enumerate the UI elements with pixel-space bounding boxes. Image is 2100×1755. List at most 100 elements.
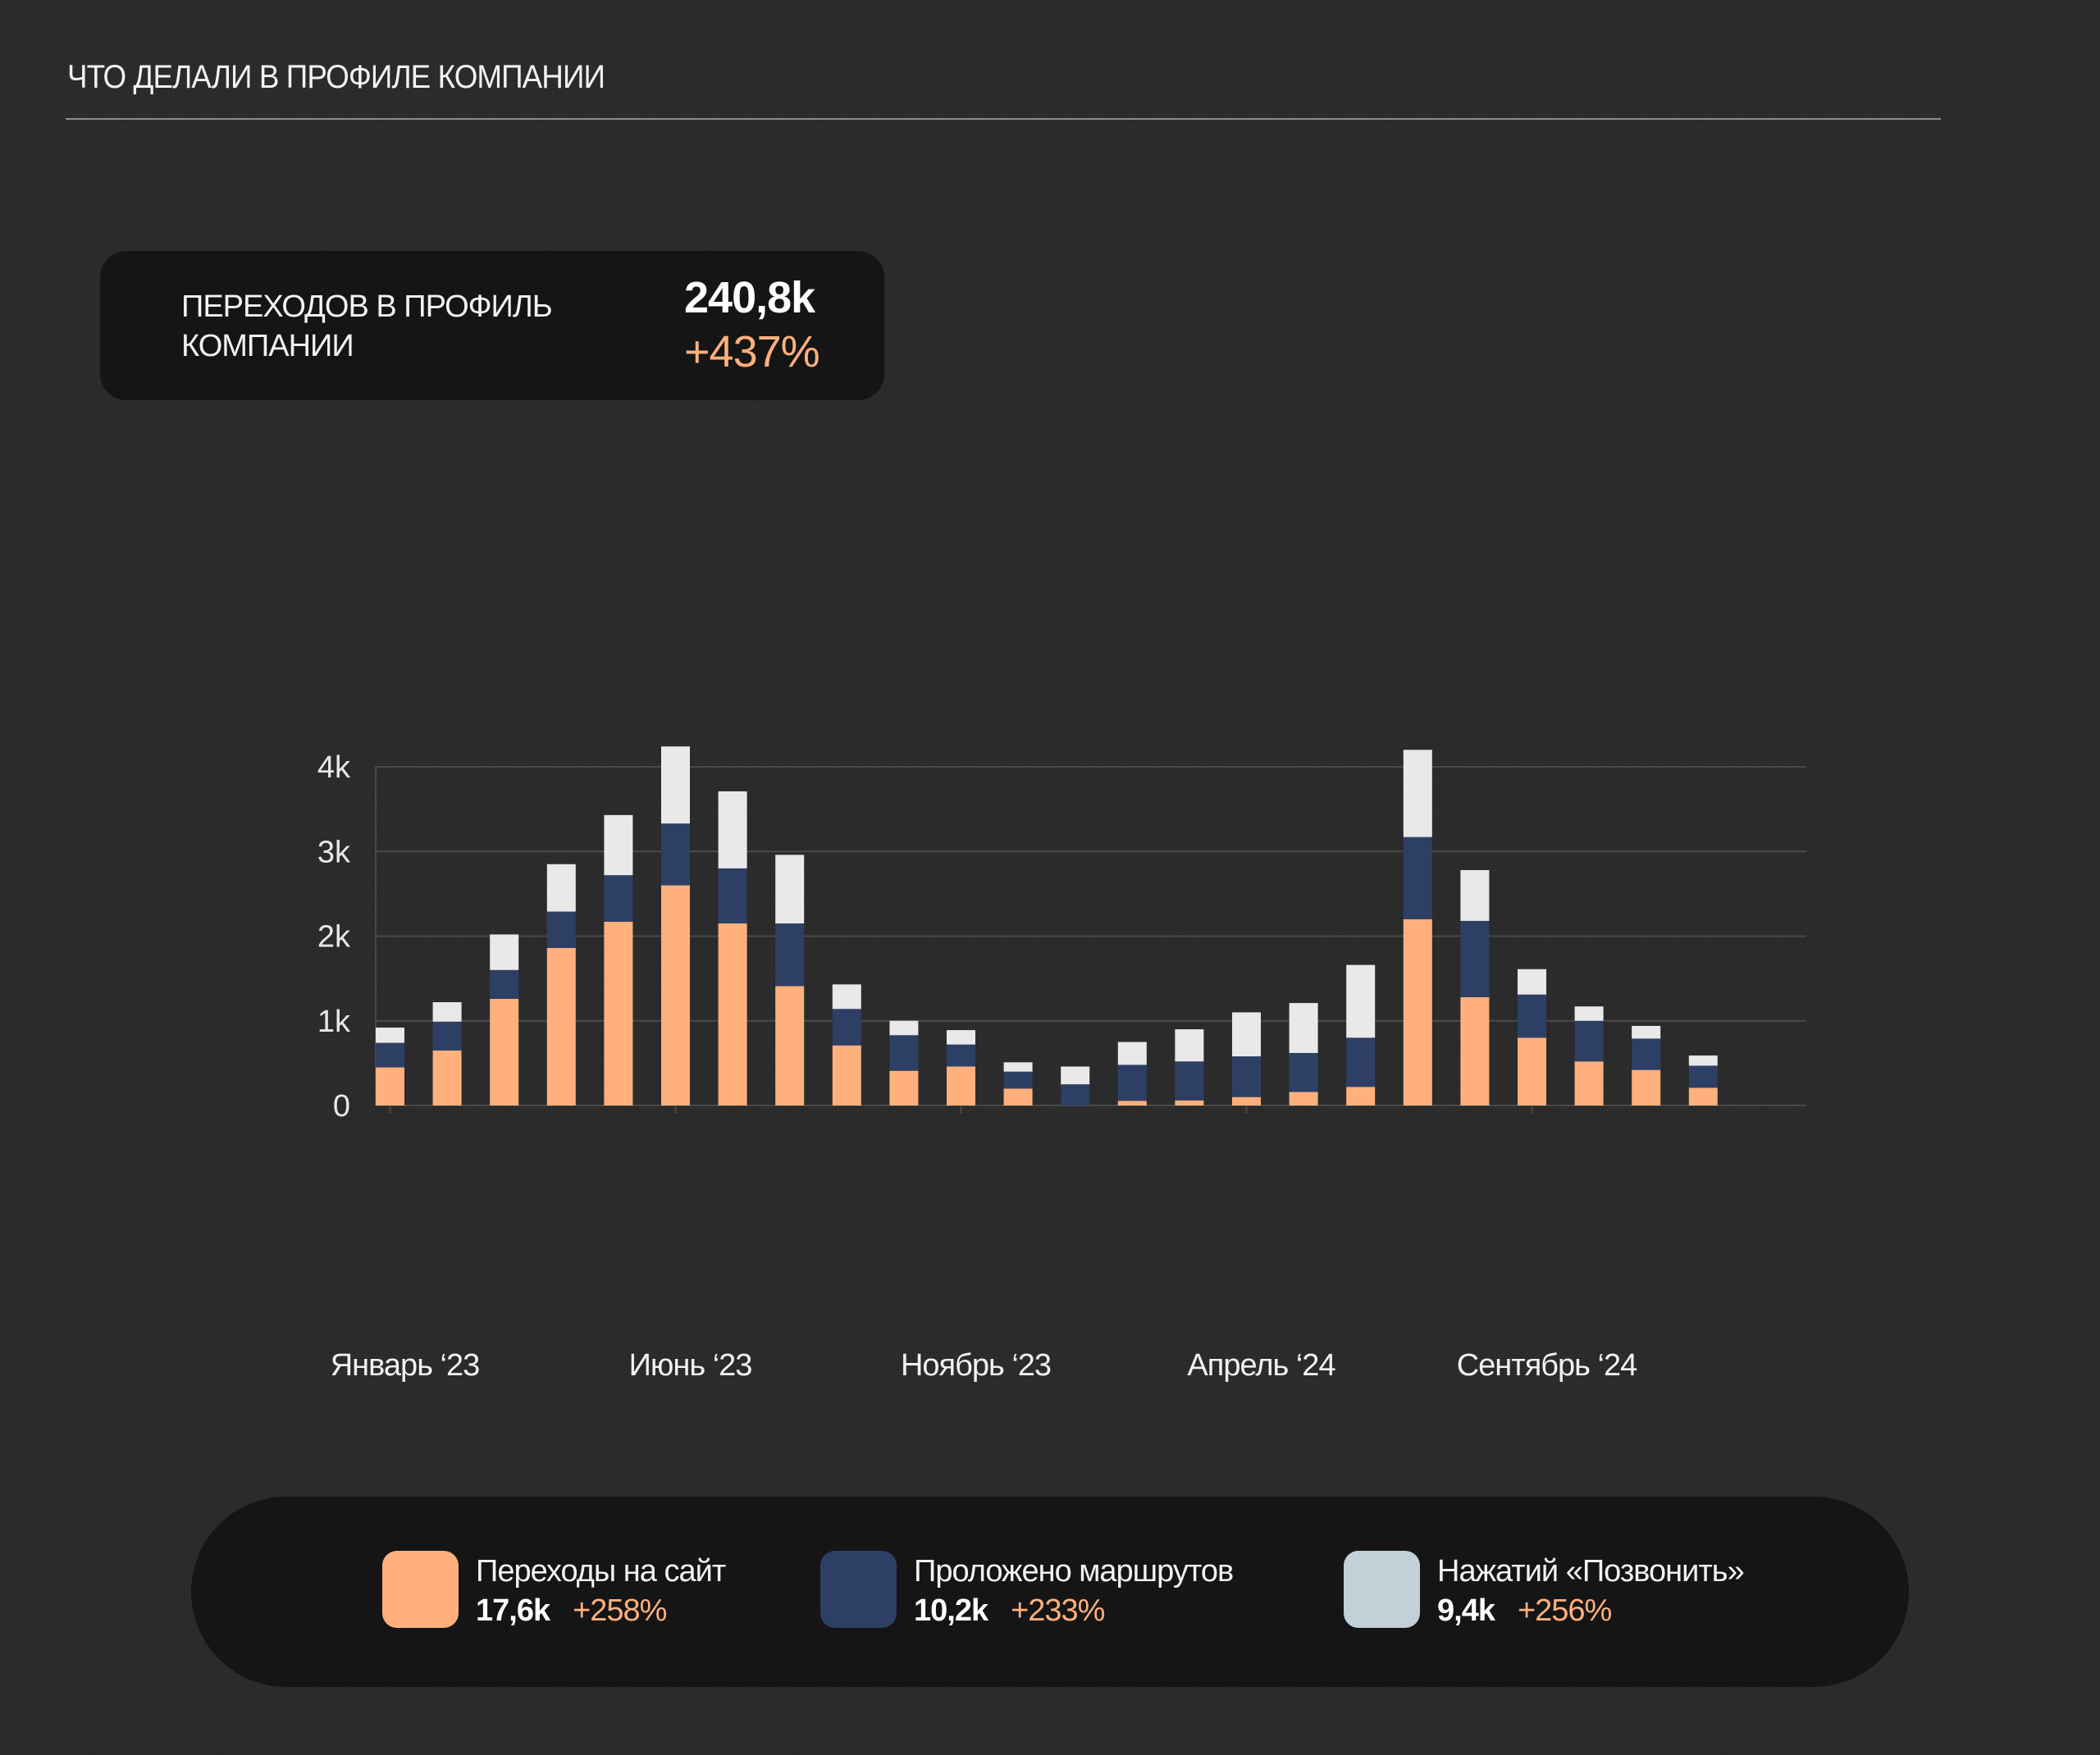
bar-segment-site-visits: [1232, 1096, 1261, 1105]
bar-segment-routes: [889, 1035, 919, 1071]
bar-segment-site-visits: [1632, 1069, 1661, 1105]
bar-segment-routes: [1003, 1071, 1033, 1089]
legend-total-value: 9,4k: [1437, 1593, 1495, 1628]
summary-value: 240,8k: [684, 273, 815, 322]
bar-segment-calls: [1289, 1003, 1318, 1053]
bar-segment-calls: [1175, 1029, 1204, 1062]
bar-stack: [1232, 1012, 1261, 1105]
bar-segment-routes: [1289, 1052, 1318, 1092]
y-tick-label: 0: [333, 1089, 350, 1124]
x-tick-label: Январь ‘23: [331, 1348, 480, 1383]
x-tick-label: Ноябрь ‘23: [901, 1348, 1051, 1383]
bar-segment-site-visits: [490, 998, 519, 1105]
y-axis-ticks: 0 1k 2k 3k 4k: [317, 750, 351, 1124]
bar-segment-calls: [1518, 969, 1546, 995]
bar-segment-calls: [1346, 964, 1376, 1038]
chart-legend: Переходы на сайт 17,6k +258% Проложено ма…: [191, 1497, 1909, 1687]
bar-segment-site-visits: [1289, 1092, 1318, 1105]
bar-segment-calls: [718, 791, 747, 868]
legend-total: 9,4k +256%: [1437, 1593, 1612, 1629]
legend-total-value: 10,2k: [914, 1593, 988, 1628]
bar-segment-routes: [1346, 1037, 1376, 1087]
stacked-bar-chart: 0 1k 2k 3k 4k Январь ‘23 Июнь ‘23 Ноябрь ‘23 Ап…: [317, 746, 1806, 1383]
bar-segment-calls: [490, 934, 519, 970]
bar-segment-routes: [1460, 920, 1490, 997]
bar-stack: [1003, 1062, 1033, 1105]
bar-segment-calls: [376, 1028, 404, 1043]
bar-stack: [1518, 969, 1546, 1105]
bar-segment-routes: [432, 1021, 462, 1051]
bar-segment-calls: [1232, 1012, 1261, 1057]
bar-segment-calls: [1688, 1055, 1718, 1066]
page-title: ЧТО ДЕЛАЛИ В ПРОФИЛЕ КОМПАНИИ: [67, 59, 605, 95]
bar-segment-calls: [1632, 1025, 1661, 1039]
bar-segment-site-visits: [1175, 1100, 1204, 1105]
bar-stack: [1632, 1025, 1661, 1105]
bar-segment-routes: [1117, 1064, 1147, 1101]
bar-stack: [490, 934, 519, 1105]
x-axis-ticks: Январь ‘23 Июнь ‘23 Ноябрь ‘23 Апрель ‘24 Се…: [331, 1105, 1638, 1383]
legend-swatch-site-visits: [382, 1551, 459, 1628]
bar-segment-routes: [490, 969, 519, 999]
legend-label: Проложено маршрутов: [914, 1554, 1234, 1589]
bar-segment-site-visits: [1688, 1087, 1718, 1105]
bar-stack: [1688, 1055, 1718, 1105]
bar-segment-calls: [889, 1020, 919, 1036]
bar-stack: [1346, 964, 1376, 1105]
bar-segment-site-visits: [718, 923, 747, 1105]
legend-total-value: 17,6k: [476, 1593, 550, 1628]
bar-segment-routes: [1632, 1038, 1661, 1070]
bar-segment-site-visits: [604, 921, 633, 1105]
bar-stack: [1574, 1006, 1604, 1105]
bar-segment-routes: [376, 1042, 404, 1068]
bar-segment-calls: [604, 814, 633, 876]
y-tick-label: 1k: [317, 1005, 351, 1039]
bar-segment-routes: [604, 875, 633, 922]
bar-segment-site-visits: [1117, 1101, 1147, 1105]
y-tick-label: 4k: [317, 750, 351, 785]
legend-label: Переходы на сайт: [476, 1554, 726, 1589]
legend-swatch-routes: [820, 1551, 897, 1628]
bar-segment-site-visits: [1518, 1037, 1546, 1105]
x-tick-label: Июнь ‘23: [629, 1348, 752, 1383]
bar-stack: [546, 864, 576, 1105]
bar-segment-site-visits: [889, 1070, 919, 1105]
bar-segment-site-visits: [1346, 1087, 1376, 1105]
bar-segment-calls: [1117, 1042, 1147, 1065]
y-tick-label: 2k: [317, 920, 351, 955]
bar-segment-calls: [432, 1002, 462, 1022]
bar-segment-calls: [832, 984, 861, 1010]
bar-stack: [1403, 750, 1432, 1105]
bar-stack: [775, 855, 805, 1105]
bar-segment-site-visits: [546, 947, 576, 1105]
bar-stack: [604, 814, 633, 1105]
bar-segment-site-visits: [947, 1066, 975, 1105]
bar-segment-site-visits: [432, 1050, 462, 1105]
bar-segment-site-visits: [661, 885, 690, 1105]
bar-stack: [718, 791, 747, 1105]
bar-stack: [1175, 1029, 1204, 1105]
bar-segment-routes: [1403, 836, 1432, 919]
bar-segment-site-visits: [1403, 919, 1432, 1105]
bar-segment-site-visits: [1460, 996, 1490, 1105]
bar-segment-routes: [546, 911, 576, 948]
x-tick-label: Сентябрь ‘24: [1457, 1348, 1637, 1383]
bar-segment-site-visits: [1574, 1061, 1604, 1105]
bar-segment-site-visits: [775, 986, 805, 1105]
bar-segment-calls: [546, 864, 576, 912]
legend-delta: +233%: [1011, 1593, 1105, 1628]
bar-segment-calls: [775, 855, 805, 924]
bar-segment-calls: [1061, 1066, 1090, 1085]
summary-delta: +437%: [684, 327, 820, 376]
title-divider: [66, 118, 1941, 120]
legend-label: Нажатий «Позвонить»: [1437, 1554, 1745, 1589]
bar-segment-calls: [1003, 1062, 1033, 1072]
bar-stack: [832, 984, 861, 1105]
bar-segment-calls: [661, 746, 690, 824]
x-tick-label: Апрель ‘24: [1187, 1348, 1335, 1383]
bar-stack: [432, 1002, 462, 1105]
summary-card: ПЕРЕХОДОВ В ПРОФИЛЬ КОМПАНИИ 240,8k +437…: [100, 251, 884, 400]
bar-segment-routes: [1175, 1061, 1204, 1101]
bar-segment-routes: [1232, 1056, 1261, 1097]
bar-segment-routes: [661, 823, 690, 886]
